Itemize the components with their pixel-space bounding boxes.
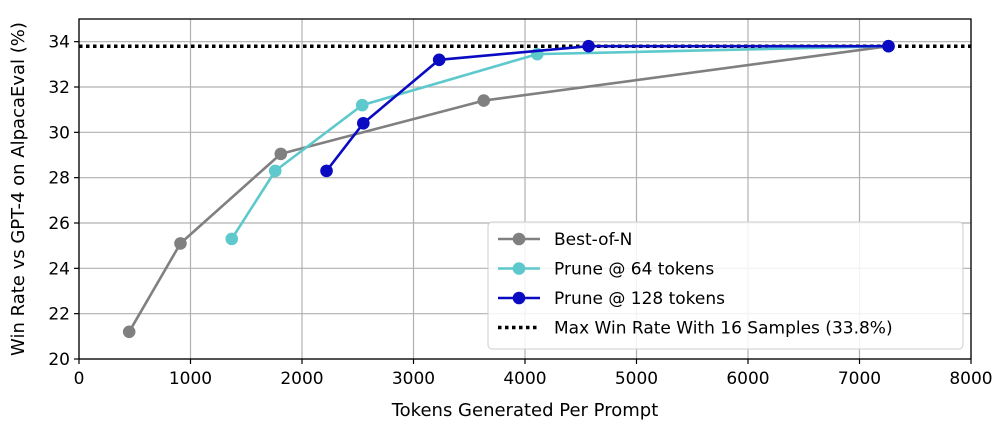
- legend-swatch-marker: [512, 291, 526, 305]
- x-tick-label: 1000: [169, 369, 212, 389]
- data-point: [174, 237, 187, 250]
- x-tick-label: 3000: [392, 369, 435, 389]
- y-tick-label: 34: [48, 33, 70, 53]
- data-point: [357, 116, 370, 130]
- series-2: [320, 39, 895, 178]
- ticks: 0 1000 2000 3000 4000 5000 6000 7000 8000 20 22 24 2…: [48, 33, 992, 389]
- legend-swatch-marker: [512, 262, 526, 275]
- y-tick-label: 20: [48, 350, 70, 370]
- legend-box: [487, 221, 964, 350]
- data-point: [122, 325, 136, 339]
- y-tick-label: 28: [48, 169, 70, 189]
- data-point: [225, 232, 239, 246]
- legend-label: Prune @ 64 tokens: [554, 260, 714, 280]
- y-tick-label: 24: [48, 259, 70, 279]
- x-tick-label: 6000: [726, 369, 769, 389]
- legend: Best-of-N Prune @ 64 tokens Prune @ 128 to…: [487, 221, 964, 350]
- data-point: [320, 164, 333, 178]
- legend-label: Max Win Rate With 16 Samples (33.8%): [554, 319, 893, 339]
- data-point: [582, 39, 595, 53]
- data-point: [355, 98, 369, 112]
- legend-entry: Prune @ 128 tokens: [498, 289, 725, 309]
- y-tick-label: 30: [48, 123, 70, 143]
- x-tick-label: 7000: [838, 369, 881, 389]
- legend-entry: Prune @ 64 tokens: [498, 260, 714, 280]
- x-axis-label: Tokens Generated Per Prompt: [391, 400, 659, 421]
- legend-label: Prune @ 128 tokens: [554, 289, 725, 309]
- data-point: [274, 147, 288, 161]
- series-line: [325, 44, 889, 172]
- legend-swatch-marker: [512, 232, 526, 246]
- x-tick-label: 8000: [949, 369, 992, 389]
- legend-entry: Max Win Rate With 16 Samples (33.8%): [498, 319, 893, 339]
- x-tick-label: 4000: [503, 369, 546, 389]
- y-axis-label: Win Rate vs GPT-4 on AlpacaEval (%): [8, 22, 29, 356]
- data-point: [268, 164, 282, 178]
- x-tick-label: 2000: [280, 369, 323, 389]
- legend-label: Best-of-N: [554, 230, 632, 250]
- data-point: [882, 39, 895, 53]
- y-tick-label: 22: [48, 305, 70, 325]
- series-line: [230, 44, 889, 240]
- y-tick-label: 32: [48, 78, 70, 98]
- y-tick-label: 26: [48, 214, 70, 234]
- legend-entry: Best-of-N: [498, 230, 632, 250]
- x-tick-label: 0: [74, 369, 85, 389]
- series-group: [122, 39, 895, 339]
- x-tick-label: 5000: [615, 369, 658, 389]
- data-point: [432, 53, 446, 67]
- data-point: [477, 94, 491, 107]
